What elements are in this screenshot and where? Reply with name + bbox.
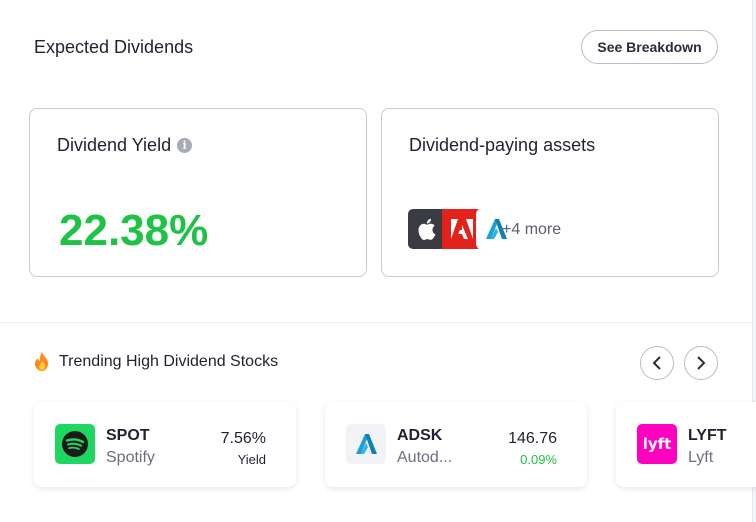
apple-logo-icon bbox=[408, 209, 448, 249]
stock-card-spot[interactable]: SPOT Spotify 7.56% Yield bbox=[34, 402, 296, 487]
stock-sub-label: Yield bbox=[237, 452, 266, 467]
info-icon[interactable]: i bbox=[177, 138, 193, 153]
stock-card-lyft[interactable]: lyft LYFT Lyft bbox=[616, 402, 756, 487]
see-breakdown-button[interactable]: See Breakdown bbox=[581, 30, 718, 64]
dividend-yield-title: Dividend Yield bbox=[57, 135, 172, 155]
autodesk-logo-icon bbox=[476, 209, 516, 249]
stock-card-adsk[interactable]: ADSK Autod... 146.76 0.09% bbox=[325, 402, 587, 487]
stock-metric: 7.56% bbox=[220, 430, 266, 447]
previous-button[interactable] bbox=[640, 346, 674, 380]
chevron-right-icon bbox=[697, 356, 706, 370]
adobe-logo-icon bbox=[442, 209, 482, 249]
next-button[interactable] bbox=[684, 346, 718, 380]
asset-logo-stack bbox=[408, 209, 516, 249]
dividend-yield-card: Dividend Yield i 22.38% bbox=[29, 108, 367, 277]
lyft-logo-icon: lyft bbox=[637, 424, 677, 464]
dividend-assets-title: Dividend-paying assets bbox=[409, 135, 596, 155]
stock-metric: 146.76 bbox=[508, 430, 557, 447]
dividend-yield-value: 22.38% bbox=[59, 206, 209, 255]
stock-company: Lyft bbox=[688, 449, 714, 466]
trending-title-row: Trending High Dividend Stocks bbox=[33, 352, 278, 372]
section-divider bbox=[0, 322, 752, 323]
stock-change: 0.09% bbox=[520, 452, 557, 467]
chevron-left-icon bbox=[652, 356, 661, 370]
fire-icon bbox=[33, 352, 51, 372]
dividend-assets-card[interactable]: Dividend-paying assets bbox=[381, 108, 719, 277]
stock-ticker: SPOT bbox=[106, 427, 150, 444]
stock-company: Autod... bbox=[397, 449, 453, 466]
stock-ticker: ADSK bbox=[397, 427, 443, 444]
section-title: Expected Dividends bbox=[34, 37, 194, 57]
spotify-logo-icon bbox=[55, 424, 95, 464]
more-assets-link[interactable]: +4 more bbox=[502, 221, 562, 238]
autodesk-logo-icon bbox=[346, 424, 386, 464]
stock-ticker: LYFT bbox=[688, 427, 727, 444]
trending-title: Trending High Dividend Stocks bbox=[59, 353, 279, 370]
stock-company: Spotify bbox=[106, 449, 155, 466]
dividend-yield-title-row: Dividend Yield i bbox=[57, 135, 193, 156]
